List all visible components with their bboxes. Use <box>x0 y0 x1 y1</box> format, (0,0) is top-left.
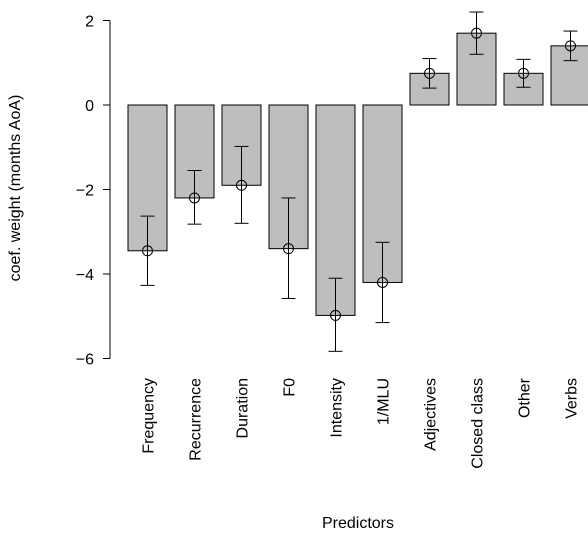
estimate-point <box>377 276 388 288</box>
error-bars <box>140 11 578 352</box>
x-tick-label: Other <box>517 377 534 418</box>
y-tick-label: −4 <box>76 267 94 284</box>
x-tick-label: Recurrence <box>188 378 205 461</box>
estimate-point <box>189 192 200 204</box>
x-axis-title: Predictors <box>322 515 394 532</box>
estimate-point <box>518 67 529 79</box>
estimate-point <box>283 243 294 255</box>
x-tick-label: Intensity <box>329 378 346 438</box>
x-tick-label: F0 <box>282 378 299 397</box>
estimate-point <box>424 67 435 79</box>
x-tick-label: Adjectives <box>423 378 440 451</box>
y-axis: −6 −4 −2 0 2 <box>76 14 111 369</box>
x-tick-label: 1/MLU <box>376 378 393 425</box>
x-tick-label: Duration <box>235 378 252 438</box>
estimate-point <box>142 245 153 257</box>
bars <box>127 32 588 316</box>
bar-verbs <box>550 45 588 106</box>
estimate-point <box>565 40 576 52</box>
x-tick-labels: Frequency Recurrence Duration F0 Intensity 1/… <box>141 377 581 468</box>
estimate-point <box>236 179 247 191</box>
x-tick-label: Verbs <box>564 378 581 419</box>
y-tick-label: 2 <box>85 14 94 31</box>
y-tick-label: −6 <box>76 352 94 369</box>
x-tick-label: Frequency <box>141 378 158 454</box>
estimate-point <box>471 27 482 39</box>
estimate-point <box>330 309 341 321</box>
y-tick-label: 0 <box>85 98 94 115</box>
y-tick-label: −2 <box>76 183 94 200</box>
x-tick-label: Closed class <box>470 378 487 469</box>
y-axis-title: coef. weight (months AoA) <box>7 95 24 282</box>
